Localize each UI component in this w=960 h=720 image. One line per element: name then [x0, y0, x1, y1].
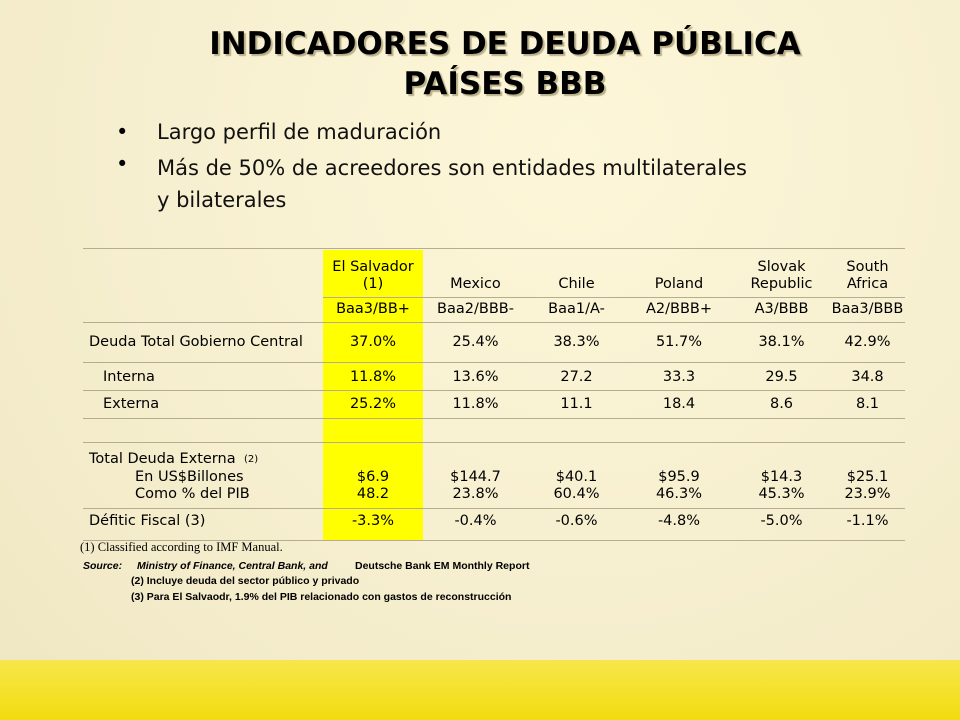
cell-value: 23.9%	[844, 486, 891, 502]
bullet-dot: •	[116, 120, 129, 144]
cell-value: $95.9	[658, 469, 700, 485]
rating: Baa1/A-	[548, 301, 605, 317]
row-label: Como % del PIB	[135, 486, 250, 502]
cell-value: -0.4%	[454, 513, 497, 529]
cell-value: -4.8%	[657, 513, 701, 529]
cell-value: 11.8%	[452, 396, 499, 412]
cell-value: 8.6	[769, 396, 794, 412]
cell-value: 45.3%	[758, 486, 805, 502]
cell-value: 37.0%	[349, 334, 397, 350]
cell-value: 48.2	[356, 486, 390, 502]
cell-value: -0.6%	[555, 513, 598, 529]
title-line: PAÍSES BBB	[403, 66, 607, 102]
cell-value: 42.9%	[844, 334, 891, 350]
cell-value: 34.8	[851, 369, 884, 385]
column-header: Mexico	[450, 276, 501, 292]
table-rule	[83, 540, 905, 541]
cell-value: 18.4	[662, 396, 696, 412]
table-rule	[83, 508, 905, 509]
cell-value: $6.9	[356, 469, 390, 485]
row-label: Interna	[103, 369, 155, 385]
cell-value: $40.1	[555, 469, 598, 485]
rating: Baa3/BB+	[336, 301, 410, 317]
cell-value: 60.4%	[553, 486, 600, 502]
source-text: Ministry of Finance, Central Bank, and	[137, 560, 328, 572]
title-line: INDICADORES DE DEUDA PÚBLICA	[209, 26, 801, 62]
cell-value: 8.1	[855, 396, 880, 412]
highlight-column	[323, 250, 423, 540]
bullet-dot: •	[116, 152, 129, 176]
footnote: (3) Para El Salvaodr, 1.9% del PIB relac…	[131, 591, 512, 603]
cell-value: 25.4%	[452, 334, 499, 350]
column-header: Poland	[654, 276, 704, 292]
column-header: Africa	[846, 276, 889, 292]
bottom-band	[0, 660, 960, 720]
row-note: (2)	[244, 454, 259, 465]
source-label: Source:	[83, 560, 123, 572]
cell-value: -5.0%	[760, 513, 803, 529]
cell-value: 13.6%	[452, 369, 499, 385]
cell-value: 27.2	[560, 369, 593, 385]
column-header: (1)	[362, 276, 384, 292]
bullet: Largo perfil de maduración	[157, 120, 442, 144]
cell-value: $144.7	[450, 469, 501, 485]
row-label: En US$Billones	[135, 469, 244, 485]
cell-value: 51.7%	[655, 334, 703, 350]
table-rule	[83, 418, 905, 419]
column-header: South	[846, 259, 889, 275]
column-header: El Salvador	[332, 259, 414, 275]
rating: A3/BBB	[754, 301, 809, 317]
cell-value: 29.5	[765, 369, 798, 385]
source-text: Deutsche Bank EM Monthly Report	[355, 560, 530, 572]
footnote: (1) Classified according to IMF Manual.	[80, 540, 283, 554]
column-header: Chile	[558, 276, 595, 292]
cell-value: $25.1	[846, 469, 889, 485]
table-rule	[83, 390, 905, 391]
cell-value: 38.1%	[758, 334, 805, 350]
table-rule	[323, 297, 905, 298]
footnote: (2) Incluye deuda del sector público y p…	[131, 575, 360, 587]
table-rule	[83, 248, 905, 249]
cell-value: 33.3	[662, 369, 696, 385]
rating: A2/BBB+	[645, 301, 713, 317]
table-rule	[83, 362, 905, 363]
row-label: Deuda Total Gobierno Central	[89, 334, 303, 350]
cell-value: 46.3%	[655, 486, 703, 502]
table-rule	[83, 442, 905, 443]
row-label: Total Deuda Externa	[89, 451, 236, 467]
cell-value: -1.1%	[846, 513, 889, 529]
column-header: Slovak	[757, 259, 806, 275]
rating: Baa3/BBB	[831, 301, 904, 317]
cell-value: $14.3	[760, 469, 803, 485]
table-rule	[83, 322, 905, 323]
column-header: Republic	[750, 276, 813, 292]
cell-value: 11.8%	[349, 369, 397, 385]
bullet: Más de 50% de acreedores son entidades m…	[157, 156, 747, 212]
cell-value: 38.3%	[553, 334, 600, 350]
cell-value: -3.3%	[351, 513, 395, 529]
row-label: Externa	[103, 396, 160, 412]
row-label: Défitic Fiscal (3)	[89, 513, 206, 529]
rating: Baa2/BBB-	[437, 301, 514, 317]
cell-value: 23.8%	[452, 486, 499, 502]
cell-value: 25.2%	[349, 396, 397, 412]
cell-value: 11.1	[560, 396, 593, 412]
